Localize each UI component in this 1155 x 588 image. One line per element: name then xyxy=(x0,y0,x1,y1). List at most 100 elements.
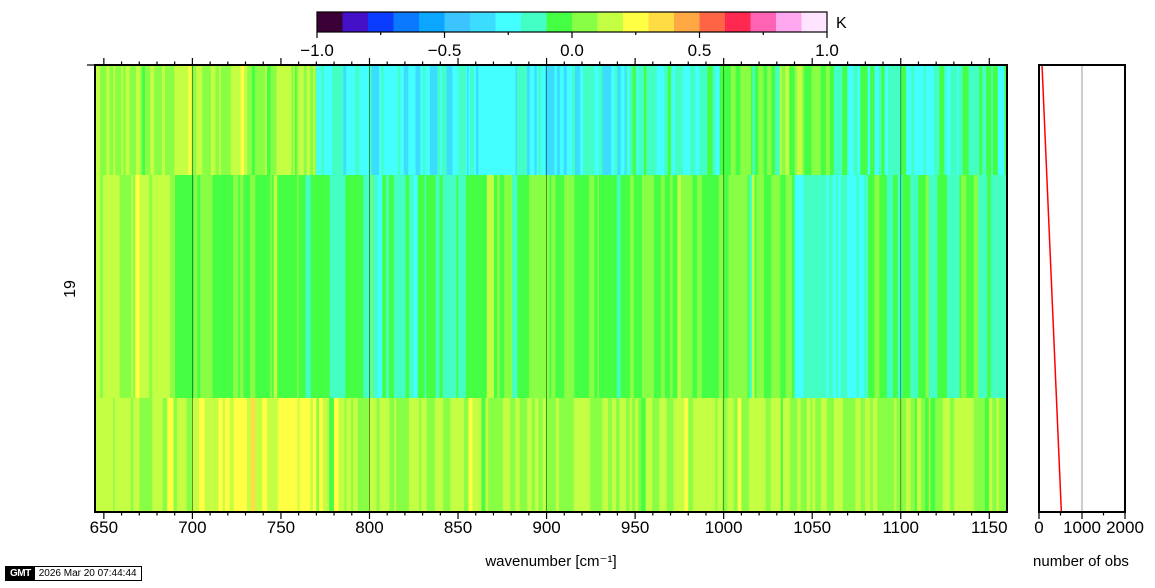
heatmap-cell xyxy=(642,175,648,398)
heatmap-cell xyxy=(504,175,510,398)
heatmap-cell xyxy=(322,398,326,512)
heatmap-cell xyxy=(408,175,413,398)
heatmap-cell xyxy=(735,65,741,175)
heatmap-cell xyxy=(345,175,348,398)
heatmap-cell xyxy=(928,398,931,512)
heatmap-cell xyxy=(133,398,136,512)
heatmap-cell xyxy=(905,175,911,398)
heatmap-cell xyxy=(286,398,292,512)
heatmap-cell xyxy=(420,65,424,175)
heatmap-cell xyxy=(888,65,893,175)
heatmap-cell xyxy=(362,65,368,175)
heatmap-cell xyxy=(441,65,447,175)
heatmap-cell xyxy=(817,175,823,398)
heatmap-cell xyxy=(709,175,715,398)
heatmap-cell xyxy=(400,398,405,512)
heatmap-cell xyxy=(287,65,292,175)
heatmap-x-tick-label: 1150 xyxy=(971,518,1008,537)
heatmap-cell xyxy=(260,398,263,512)
heatmap-cell xyxy=(270,398,276,512)
heatmap-cell xyxy=(366,65,369,175)
heatmap-cell xyxy=(519,398,525,512)
heatmap-cell xyxy=(515,398,521,512)
heatmap-cell xyxy=(451,175,454,398)
colorbar-cell xyxy=(317,12,343,32)
heatmap-cell xyxy=(797,398,802,512)
heatmap-cell xyxy=(496,65,500,175)
heatmap-cell xyxy=(968,398,975,512)
heatmap-cell xyxy=(744,398,748,512)
heatmap-cell xyxy=(640,175,643,398)
heatmap-cell xyxy=(906,65,912,175)
heatmap-cell xyxy=(489,65,493,175)
heatmap-cell xyxy=(104,398,107,512)
heatmap-cell xyxy=(245,398,248,512)
heatmap-cell xyxy=(524,398,528,512)
heatmap-cell xyxy=(742,65,746,175)
heatmap-cell xyxy=(459,398,465,512)
heatmap-cell xyxy=(454,398,461,512)
heatmap-cell xyxy=(430,175,437,398)
heatmap-cell xyxy=(276,65,283,175)
heatmap-cell xyxy=(478,398,482,512)
heatmap-cell xyxy=(234,65,239,175)
heatmap-gridlines xyxy=(191,65,902,512)
heatmap-cell xyxy=(210,65,213,175)
heatmap-x-tick-label: 700 xyxy=(178,518,206,537)
heatmap-cell xyxy=(310,175,313,398)
heatmap-cell xyxy=(146,175,150,398)
heatmap-cell xyxy=(473,65,477,175)
heatmap-cell xyxy=(450,398,456,512)
heatmap-cell xyxy=(303,65,308,175)
heatmap-x-tick-label: 1100 xyxy=(882,518,919,537)
heatmap-cell xyxy=(485,175,488,398)
heatmap-cell xyxy=(395,65,399,175)
heatmap-cell xyxy=(139,398,143,512)
heatmap-cell xyxy=(95,398,101,512)
heatmap-cell xyxy=(178,175,182,398)
heatmap-cell xyxy=(438,398,441,512)
heatmap-cell xyxy=(937,175,941,398)
heatmap-cell xyxy=(769,65,772,175)
heatmap-cell xyxy=(914,65,918,175)
heatmap-cell xyxy=(331,175,334,398)
heatmap-cell xyxy=(202,175,209,398)
heatmap-cell xyxy=(973,398,978,512)
heatmap-cell xyxy=(970,175,975,398)
heatmap-cell xyxy=(835,65,840,175)
heatmap-cell xyxy=(763,65,768,175)
heatmap-cell xyxy=(828,175,834,398)
heatmap-cell xyxy=(764,175,767,398)
heatmap-cell xyxy=(920,398,926,512)
heatmap-cell xyxy=(600,175,606,398)
heatmap-cell xyxy=(277,398,284,512)
heatmap-cell xyxy=(310,398,314,512)
heatmap-cell xyxy=(379,65,382,175)
heatmap-cell xyxy=(688,398,694,512)
heatmap-cell xyxy=(184,175,190,398)
heatmap-cell xyxy=(132,65,137,175)
heatmap-cell xyxy=(129,65,133,175)
heatmap-cell xyxy=(719,65,725,175)
heatmap-cell xyxy=(597,175,600,398)
heatmap-cell xyxy=(491,65,497,175)
heatmap-cell xyxy=(262,398,268,512)
heatmap-cell xyxy=(375,65,380,175)
heatmap-cell xyxy=(820,398,825,512)
heatmap-cell xyxy=(928,65,933,175)
heatmap-cell xyxy=(939,65,945,175)
heatmap-cell xyxy=(999,398,1004,512)
heatmap-cell xyxy=(265,65,268,175)
obs-x-ticks: 0 1000 2000 xyxy=(1034,512,1144,537)
heatmap-cell xyxy=(495,398,500,512)
heatmap-cell xyxy=(442,175,447,398)
heatmap-cell xyxy=(635,398,639,512)
heatmap-cell xyxy=(717,398,723,512)
heatmap-cell xyxy=(733,398,739,512)
heatmap-cell xyxy=(393,175,400,398)
heatmap-cell xyxy=(290,398,297,512)
heatmap-cell xyxy=(615,175,618,398)
heatmap-cell xyxy=(243,65,248,175)
heatmap-cell xyxy=(461,175,467,398)
heatmap-cell xyxy=(568,175,572,398)
